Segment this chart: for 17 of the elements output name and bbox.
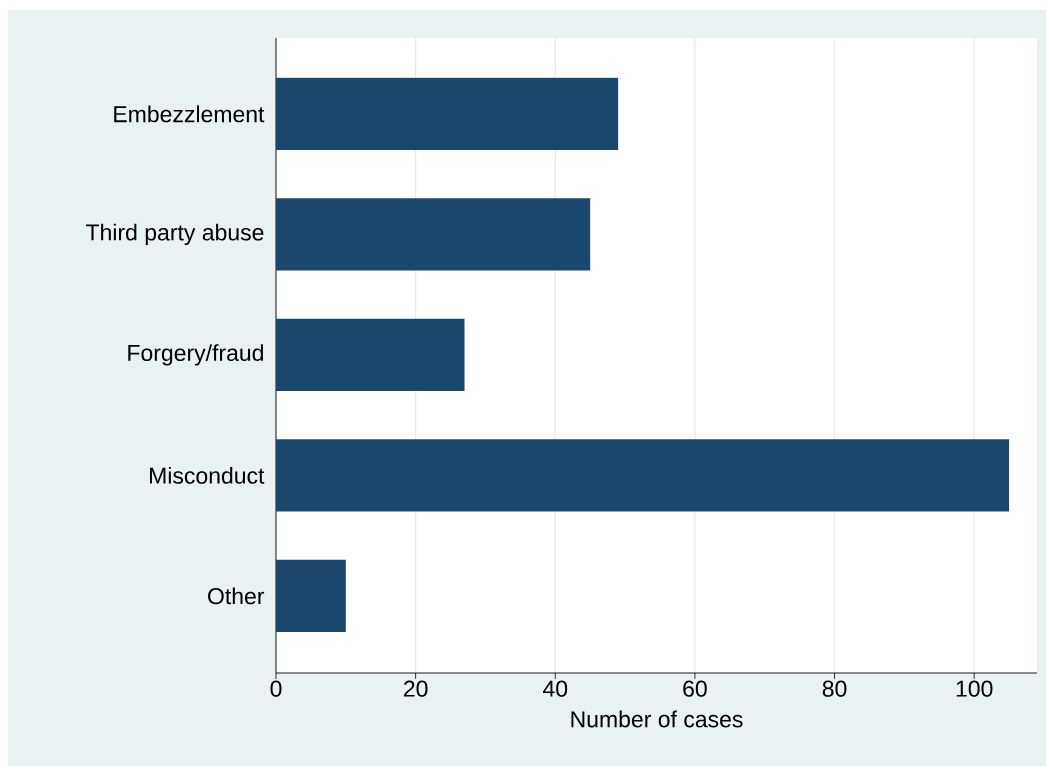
y-tick-label: Other xyxy=(208,587,265,605)
y-tick-label: Third party abuse xyxy=(86,223,264,246)
bar xyxy=(276,559,346,633)
x-tick-label: 40 xyxy=(543,680,568,697)
y-tick-label: Misconduct xyxy=(150,466,265,484)
y-tick-label: Embezzlement xyxy=(114,105,265,123)
y-tick-label: Forgery/fraud xyxy=(128,344,263,366)
bar xyxy=(276,439,1010,512)
x-tick-label: 100 xyxy=(956,680,993,697)
bar xyxy=(276,77,619,151)
x-tick-label: 60 xyxy=(683,680,707,697)
x-axis-title: Number of cases xyxy=(571,710,743,728)
x-tick-label: 0 xyxy=(270,680,282,697)
bar xyxy=(276,318,465,392)
bar xyxy=(276,198,591,271)
x-tick-label: 80 xyxy=(822,680,847,697)
x-tick-label: 20 xyxy=(404,680,428,697)
